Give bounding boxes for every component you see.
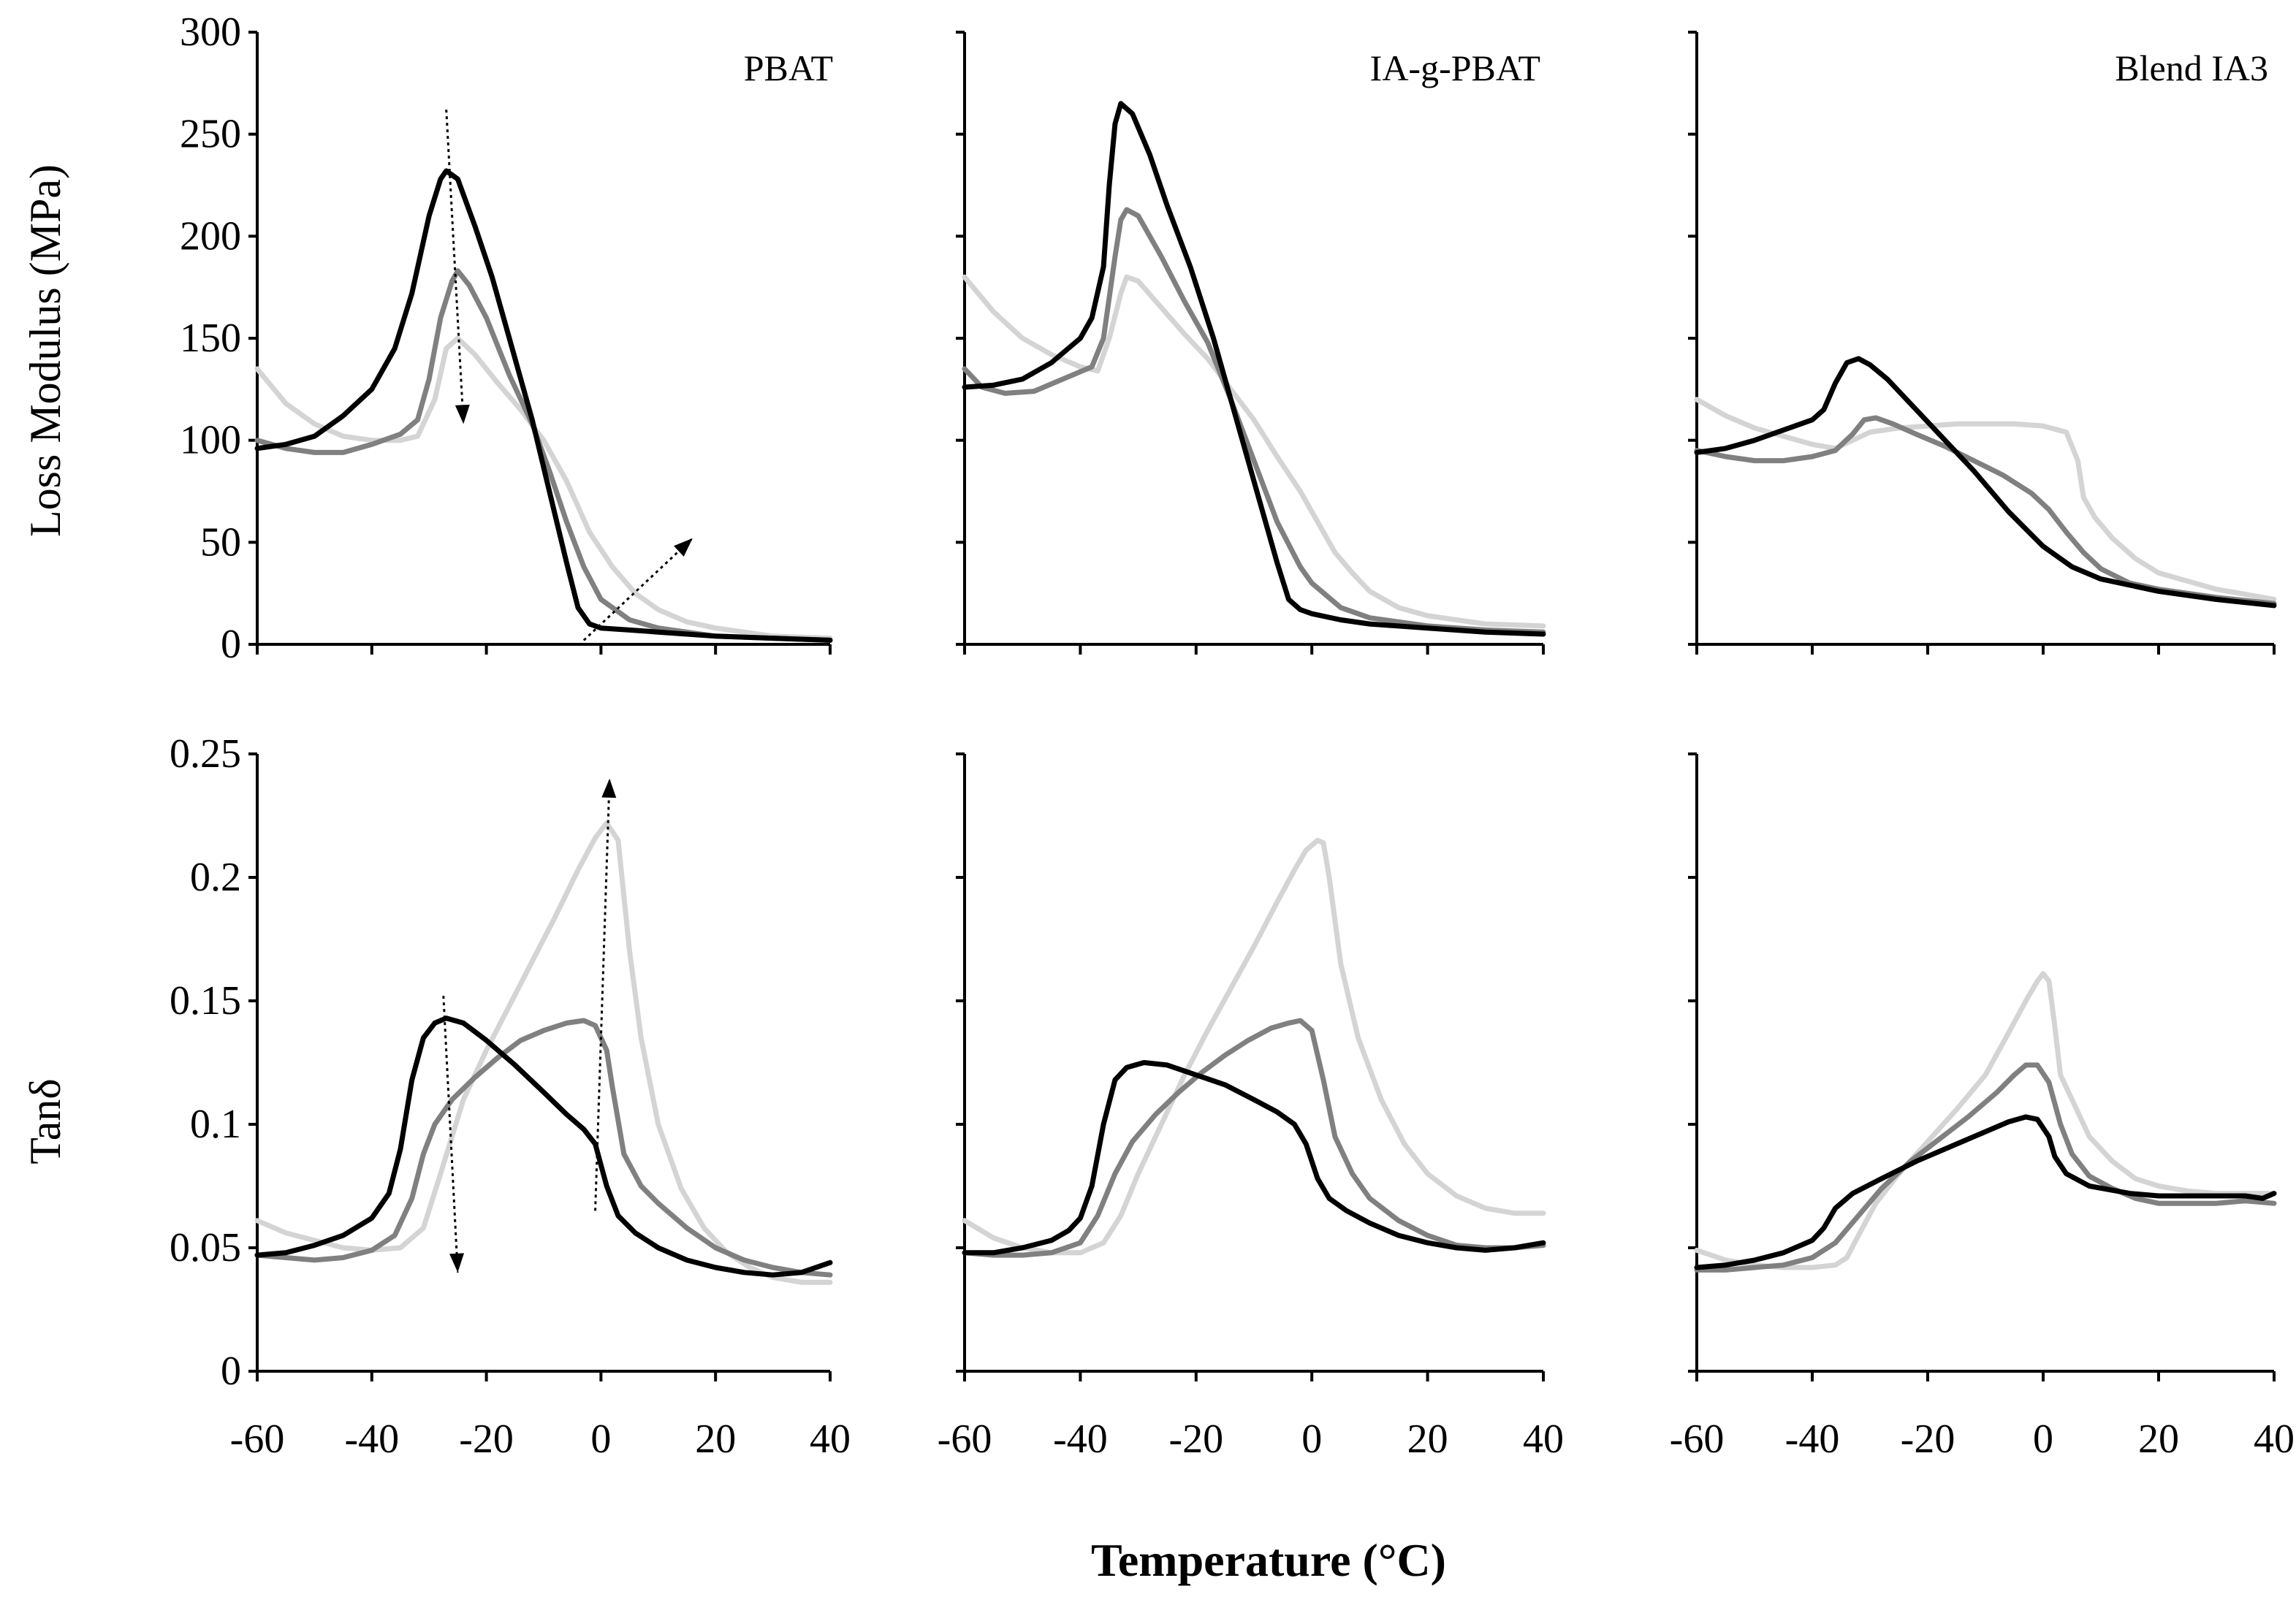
series-line-dark-grey [254, 1018, 833, 1278]
x-tick-label: -20 [1901, 1417, 1955, 1462]
panel-title: PBAT [744, 47, 833, 88]
ylabel-tan-delta: Tanδ [21, 1078, 69, 1164]
series-line-black [1694, 1114, 2277, 1270]
x-tick-label: -20 [1168, 1417, 1223, 1462]
trend-arrow [445, 110, 465, 424]
trend-arrow-head [674, 538, 693, 557]
x-tick-label: -20 [459, 1417, 514, 1462]
y-tick-label: 0 [221, 622, 241, 667]
series-line-light-grey [254, 820, 833, 1285]
x-tick-label: -40 [344, 1417, 399, 1462]
panel-title: IA-g-PBAT [1370, 47, 1540, 88]
xlabel-temperature: Temperature (°C) [1091, 1534, 1446, 1586]
panel-tan-pbat: 0 0.05 0.1 0.15 0.2 0.25 -60 -40 -20 0 20 40 [170, 731, 851, 1462]
trend-arrow-head [601, 778, 617, 798]
x-tick-label: 0 [2033, 1417, 2053, 1462]
trend-arrow [442, 996, 459, 1273]
x-tick-label: 20 [695, 1417, 736, 1462]
y-tick-label: 0.25 [170, 731, 241, 777]
trend-arrow [582, 537, 693, 641]
x-tick-label: -60 [1670, 1417, 1725, 1462]
series-line-black [962, 1060, 1546, 1256]
panel-tan-ia-g-pbat: -60 -40 -20 0 20 40 [938, 752, 1564, 1462]
y-tick-label: 150 [180, 316, 241, 361]
x-tick-label: 0 [590, 1417, 611, 1462]
x-tick-label: -60 [230, 1417, 285, 1462]
y-tick-label: 200 [180, 213, 241, 259]
panel-loss-blend-ia3: Blend IA3 [1688, 31, 2277, 655]
y-tick-label: 0.2 [190, 855, 241, 900]
series-line-light-grey [1694, 397, 2277, 602]
y-tick-label: 0.05 [170, 1225, 241, 1270]
series-line-dark-grey [962, 1018, 1546, 1258]
x-tick-label: -40 [1785, 1417, 1840, 1462]
panel-title: Blend IA3 [2115, 47, 2268, 88]
series-line-black [962, 101, 1546, 637]
panel-loss-ia-g-pbat: IA-g-PBAT [956, 31, 1546, 655]
series-line-dark-grey [1694, 1062, 2277, 1273]
ylabel-loss-modulus: Loss Modulus (MPa) [21, 164, 69, 537]
series-line-light-grey [254, 335, 833, 641]
series-line-dark-grey [254, 268, 833, 643]
series-line-black [254, 1015, 833, 1278]
x-tick-label: 0 [1301, 1417, 1322, 1462]
x-tick-label: 20 [2138, 1417, 2179, 1462]
series-line-dark-grey [1694, 415, 2277, 606]
y-tick-label: 100 [180, 418, 241, 463]
y-tick-label: 0.1 [190, 1102, 241, 1147]
panel-tan-blend-ia3: -60 -40 -20 0 20 40 [1670, 752, 2295, 1462]
x-tick-label: 40 [810, 1417, 851, 1462]
y-tick-label: 0.15 [170, 978, 241, 1023]
trend-arrow-head [455, 404, 470, 424]
y-tick-label: 50 [200, 519, 241, 565]
x-tick-label: 40 [2254, 1417, 2295, 1462]
series-line-light-grey [1694, 971, 2277, 1270]
series-line-dark-grey [962, 207, 1546, 635]
trend-arrow-head [449, 1253, 465, 1273]
x-tick-label: -60 [938, 1417, 992, 1462]
y-tick-label: 0 [221, 1349, 241, 1394]
panel-loss-pbat: 0 50 100 150 200 250 300 PBAT [180, 9, 833, 667]
x-tick-label: 20 [1407, 1417, 1448, 1462]
y-tick-label: 250 [180, 112, 241, 157]
x-tick-label: -40 [1053, 1417, 1108, 1462]
series-line-black [254, 168, 833, 643]
series-line-black [1694, 356, 2277, 609]
series-line-light-grey [962, 274, 1546, 629]
x-tick-label: 40 [1523, 1417, 1564, 1462]
y-tick-label: 300 [180, 9, 241, 55]
series-line-light-grey [962, 837, 1546, 1256]
